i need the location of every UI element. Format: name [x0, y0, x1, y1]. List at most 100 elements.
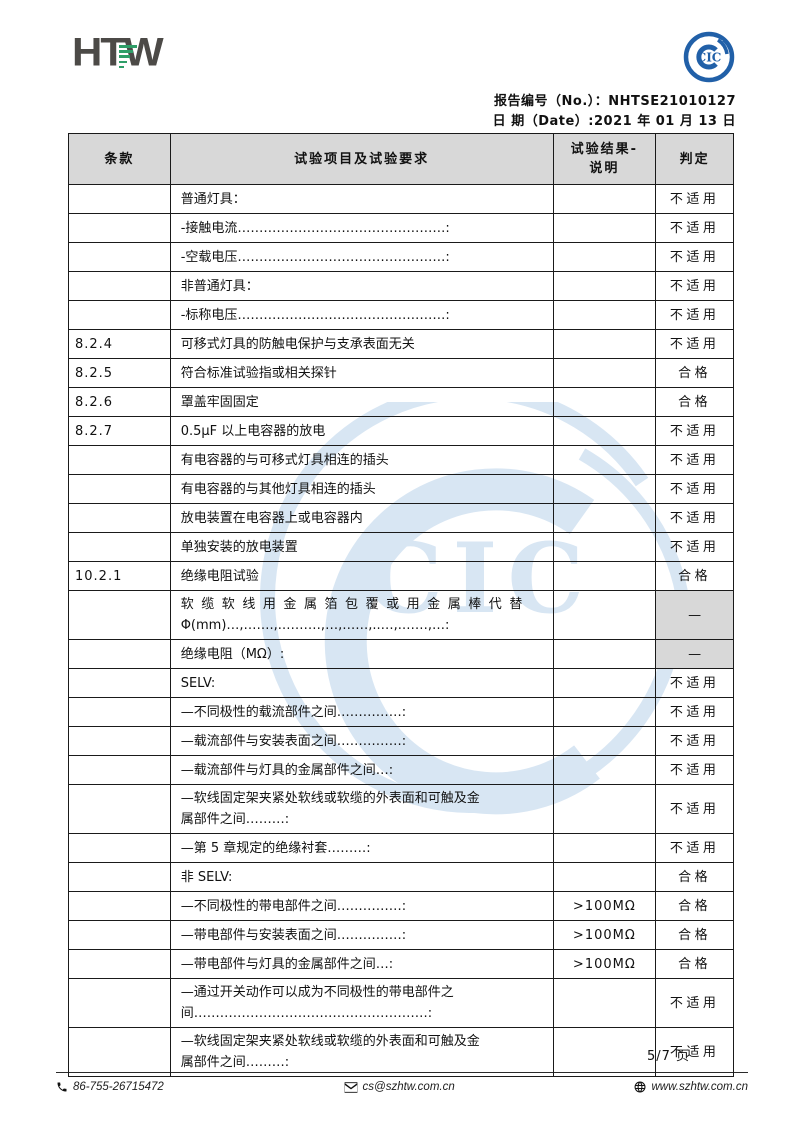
- result-cell: [554, 359, 657, 387]
- table-row: 绝缘电阻（MΩ）: —: [69, 640, 733, 669]
- test-item-cell: —软线固定架夹紧处软线或软缆的外表面和可触及金 属部件之间………:: [171, 1028, 554, 1076]
- test-item-line: —通过开关动作可以成为不同极性的带电部件之: [180, 985, 454, 1000]
- verdict-cell: 不适用: [669, 510, 720, 526]
- test-item-cell: 放电装置在电容器上或电容器内: [171, 504, 554, 532]
- test-item-line: —带电部件与安装表面之间……………:: [180, 927, 407, 943]
- test-item-cell: -空载电压…………………………………………:: [171, 243, 554, 271]
- test-item-line: 符合标准试验指或相关探针: [180, 365, 337, 381]
- test-item-cell: 非普通灯具：: [171, 272, 554, 300]
- test-item-cell: 有电容器的与可移式灯具相连的插头: [171, 446, 554, 474]
- test-item-cell: 绝缘电阻（MΩ）:: [171, 640, 554, 668]
- verdict-cell: 不适用: [669, 1044, 720, 1060]
- column-header-clause: 条款: [69, 134, 171, 184]
- clause-cell: [69, 591, 171, 639]
- clause-cell: [69, 272, 171, 300]
- result-cell: [554, 1028, 657, 1076]
- test-item-cell: 绝缘电阻试验: [171, 562, 554, 590]
- clause-cell: [69, 475, 171, 503]
- test-item-cell: —通过开关动作可以成为不同极性的带电部件之 间…………………………………………………: [171, 979, 554, 1027]
- test-item-line: 可移式灯具的防触电保护与支承表面无关: [180, 336, 415, 352]
- verdict-cell: 不适用: [669, 249, 720, 265]
- test-item-line: 属部件之间………:: [180, 1055, 290, 1070]
- verdict-cell: 不适用: [669, 307, 720, 323]
- test-item-cell: —带电部件与灯具的金属部件之间…:: [171, 950, 554, 978]
- test-item-cell: 0.5μF 以上电容器的放电: [171, 417, 554, 445]
- table-body: 普通灯具： 不适用 -接触电流…………………………………………: 不适用 -空载…: [69, 185, 733, 1076]
- result-cell: [554, 834, 657, 862]
- footer-email: cs@szhtw.com.cn: [344, 1081, 455, 1093]
- test-item-line: 单独安装的放电装置: [180, 539, 298, 555]
- table-row: -空载电压…………………………………………: 不适用: [69, 243, 733, 272]
- test-item-line: -接触电流…………………………………………:: [180, 220, 450, 236]
- test-item-cell: 普通灯具：: [171, 185, 554, 213]
- table-row: 软缆软线用金属箔包覆或用金属棒代替 Φ(mm)…,…….,.………,…,……,..…: [69, 591, 733, 640]
- result-cell: [554, 562, 657, 590]
- test-item-line: 有电容器的与可移式灯具相连的插头: [180, 452, 389, 468]
- test-item-cell: —不同极性的带电部件之间……………:: [171, 892, 554, 920]
- clause-cell: 8.2.7: [69, 417, 171, 445]
- verdict-cell: 不适用: [669, 704, 720, 720]
- test-item-line: —带电部件与灯具的金属部件之间…:: [180, 956, 394, 972]
- test-item-line: 软缆软线用金属箔包覆或用金属棒代替: [180, 597, 530, 612]
- result-cell: [554, 640, 657, 668]
- table-row: 普通灯具： 不适用: [69, 185, 733, 214]
- test-item-cell: SELV:: [171, 669, 554, 697]
- test-item-cell: —载流部件与灯具的金属部件之间…:: [171, 756, 554, 784]
- table-row: 8.2.7 0.5μF 以上电容器的放电 不适用: [69, 417, 733, 446]
- clause-cell: [69, 756, 171, 784]
- test-item-cell: —载流部件与安装表面之间……………:: [171, 727, 554, 755]
- footer: 86-755-26715472 cs@szhtw.com.cn www.szht…: [56, 1081, 748, 1093]
- test-item-line: 有电容器的与其他灯具相连的插头: [180, 481, 376, 497]
- verdict-cell: 合格: [678, 568, 712, 584]
- test-item-line: 绝缘电阻（MΩ）:: [180, 646, 285, 662]
- verdict-cell: 合格: [678, 365, 712, 381]
- test-item-cell: 可移式灯具的防触电保护与支承表面无关: [171, 330, 554, 358]
- footer-phone-text: 86-755-26715472: [73, 1081, 164, 1093]
- result-cell: [554, 214, 657, 242]
- clause-cell: 8.2.5: [69, 359, 171, 387]
- clause-cell: [69, 214, 171, 242]
- test-item-cell: —不同极性的载流部件之间……………:: [171, 698, 554, 726]
- test-item-line: 0.5μF 以上电容器的放电: [180, 423, 326, 439]
- result-cell: [554, 863, 657, 891]
- htw-logo: HTW: [72, 28, 192, 80]
- result-cell: [554, 417, 657, 445]
- report-date-label: 日 期（Date）:: [492, 114, 594, 129]
- result-cell: [554, 785, 657, 833]
- phone-icon: [57, 1082, 67, 1092]
- test-report-table: 条款 试验项目及试验要求 试验结果- 说明 判定 普通灯具： 不适用 -接触电流…: [68, 133, 734, 1077]
- verdict-cell: 不适用: [669, 801, 720, 817]
- clause-cell: [69, 863, 171, 891]
- result-cell: >100MΩ: [554, 921, 657, 949]
- table-row: 放电装置在电容器上或电容器内 不适用: [69, 504, 733, 533]
- clause-cell: [69, 301, 171, 329]
- verdict-cell: 不适用: [669, 762, 720, 778]
- test-item-line: 非 SELV:: [180, 869, 233, 885]
- verdict-cell: 合格: [678, 869, 712, 885]
- column-header-item: 试验项目及试验要求: [171, 134, 554, 184]
- test-item-line: —软线固定架夹紧处软线或软缆的外表面和可触及金: [180, 1034, 480, 1049]
- test-item-cell: 符合标准试验指或相关探针: [171, 359, 554, 387]
- report-number-value: NHTSE21010127: [608, 94, 736, 109]
- clause-cell: [69, 640, 171, 668]
- test-item-line: —载流部件与安装表面之间……………:: [180, 733, 407, 749]
- table-row: 有电容器的与其他灯具相连的插头 不适用: [69, 475, 733, 504]
- cic-watermark: CIC: [260, 402, 691, 815]
- clause-cell: [69, 533, 171, 561]
- test-item-cell: -标称电压…………………………………………:: [171, 301, 554, 329]
- page-number: 5/7 页: [646, 1049, 690, 1064]
- test-item-line: 间………………………………………………:: [180, 1006, 433, 1021]
- report-date-value: 2021 年 01 月 13 日: [594, 114, 736, 129]
- result-cell: [554, 301, 657, 329]
- clause-cell: [69, 950, 171, 978]
- test-item-cell: 罩盖牢固固定: [171, 388, 554, 416]
- clause-cell: 8.2.6: [69, 388, 171, 416]
- test-item-line: 属部件之间………:: [180, 812, 290, 827]
- table-row: —载流部件与安装表面之间……………: 不适用: [69, 727, 733, 756]
- verdict-cell: 不适用: [669, 481, 720, 497]
- htw-logo-green-mark: [119, 45, 139, 71]
- verdict-cell: —: [656, 591, 733, 639]
- column-header-verdict: 判定: [679, 151, 710, 167]
- result-cell: [554, 727, 657, 755]
